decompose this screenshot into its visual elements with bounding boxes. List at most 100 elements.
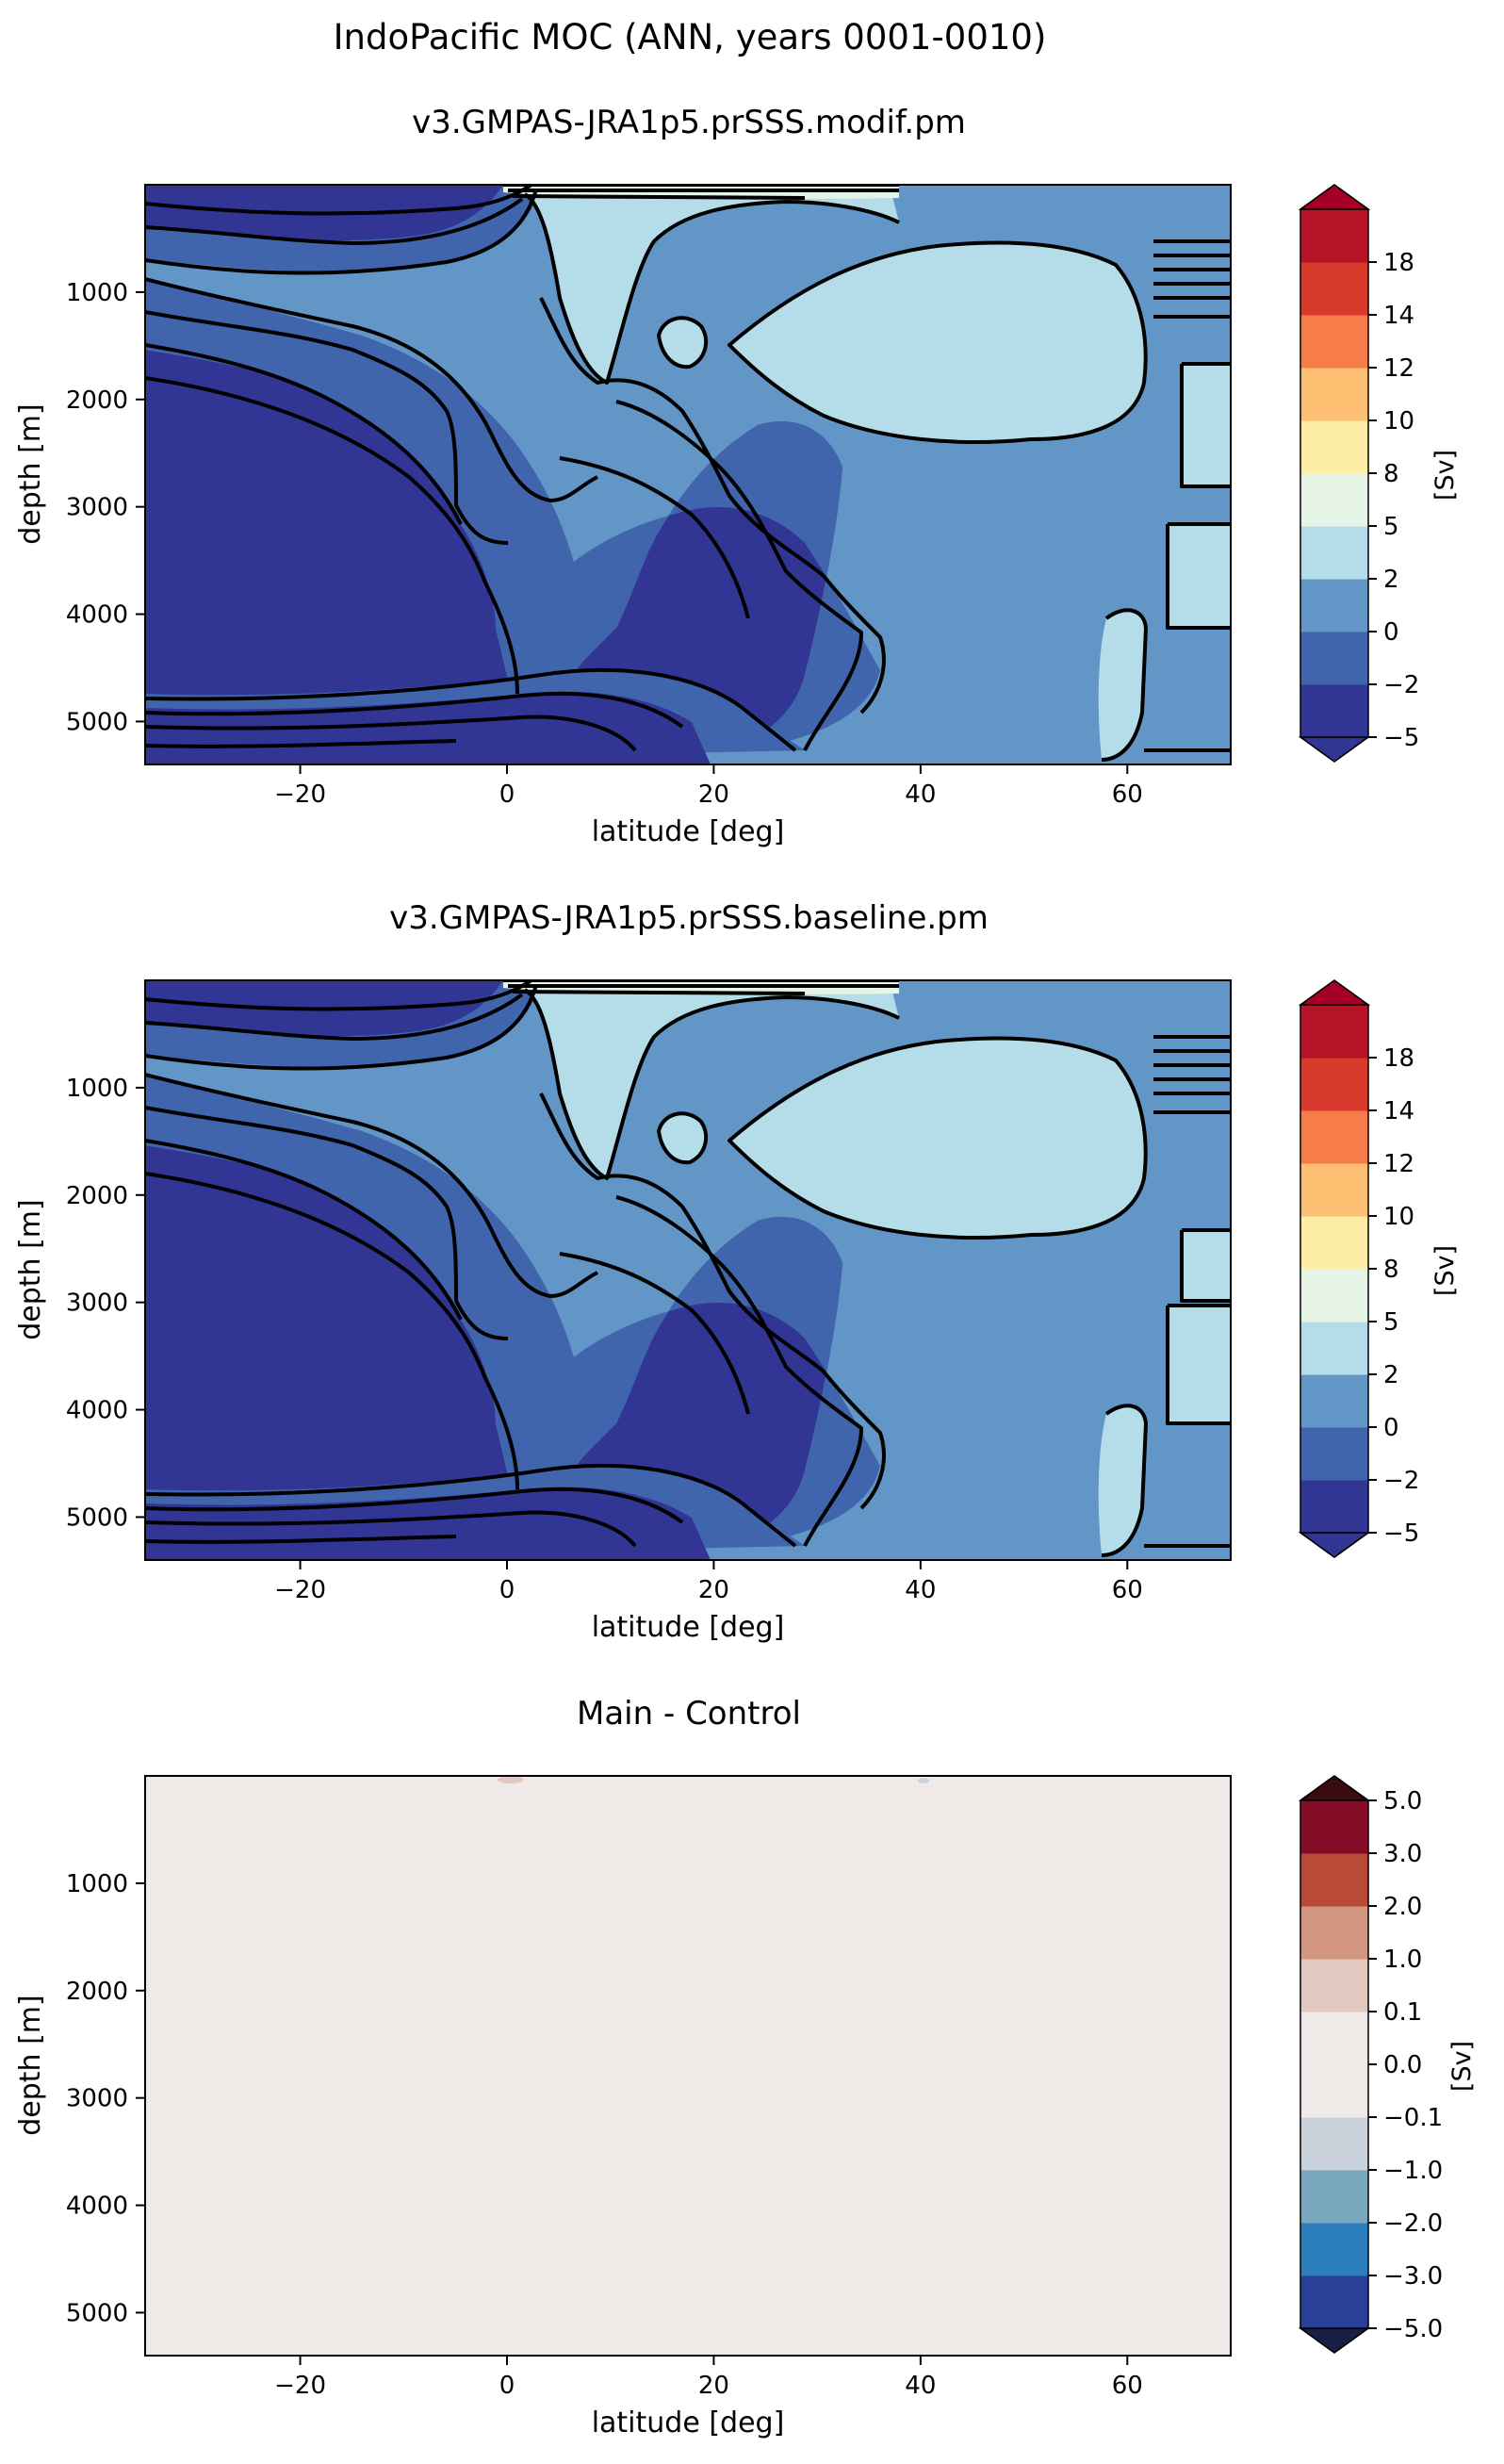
colorbar-segment xyxy=(1300,526,1368,580)
colorbar-segment xyxy=(1300,2117,1368,2171)
axes-frame xyxy=(144,979,1232,1561)
colorbar-segment xyxy=(1300,2064,1368,2118)
colorbar-segment xyxy=(1300,2170,1368,2224)
contour-line-east-3 xyxy=(539,297,886,715)
contour-fill-minus2-band xyxy=(145,279,880,750)
contour-line-east-2 xyxy=(615,400,863,751)
contour-line-light-lobe xyxy=(727,240,1148,444)
x-tick-label: 0 xyxy=(499,1576,515,1604)
colorbar-tick-label: −2.0 xyxy=(1383,2209,1443,2238)
colorbar-segment xyxy=(1300,1853,1368,1907)
colorbar-segment xyxy=(1300,473,1368,527)
contour-line-east-box-mid xyxy=(1166,522,1231,630)
contour-line-shallow-1 xyxy=(145,185,533,216)
contour-fill-0to2-shallow xyxy=(525,185,899,383)
colorbar-tick-label: 14 xyxy=(1383,1097,1414,1125)
contour-line-east-stripes xyxy=(1153,239,1231,319)
contour-line-bottom-3 xyxy=(145,715,637,752)
x-tick-label: 60 xyxy=(1112,2372,1143,2400)
colorbar-tick-label: −3.0 xyxy=(1383,2262,1443,2291)
colorbar-tick-label: 12 xyxy=(1383,1150,1414,1178)
y-tick-label: 3000 xyxy=(66,2085,128,2113)
colorbar-outline xyxy=(1300,979,1369,1558)
colorbar-outline xyxy=(1300,1775,1369,2354)
contour-line-west-1 xyxy=(145,277,598,502)
contour-fill-minus5-deep xyxy=(145,350,842,741)
y-axis: 1000 2000 3000 4000 5000 xyxy=(66,1075,145,1532)
x-tick-label: −20 xyxy=(274,2372,326,2400)
x-tick-label: 20 xyxy=(698,1576,729,1604)
y-tick-label: 2000 xyxy=(66,1978,128,2006)
contour-line-west-4 xyxy=(145,1172,519,1490)
colorbar-label: [Sv] xyxy=(1430,1245,1460,1296)
y-tick-label: 5000 xyxy=(66,2299,128,2327)
contour-line-west-3 xyxy=(145,343,463,525)
colorbar-segment xyxy=(1300,684,1368,738)
colorbar-tick-label: 3.0 xyxy=(1383,1840,1422,1868)
colorbar-segment xyxy=(1300,2012,1368,2065)
contour-line-east-1 xyxy=(559,456,750,619)
colorbar-tick-label: 8 xyxy=(1383,1256,1399,1284)
contour-line-west-1 xyxy=(145,1073,598,1298)
colorbar-tick-label: 2 xyxy=(1383,1361,1399,1389)
colorbar-extend-high xyxy=(1298,1775,1371,1801)
contour-fill-small-negative xyxy=(918,1778,929,1783)
contour-fill-0to2-island xyxy=(659,318,707,368)
plot-area: −20 0 20 40 60 1000 2000 3000 4000 5000 latitude… xyxy=(14,184,1232,848)
contour-line-east-1 xyxy=(559,1252,750,1415)
colorbar-segment xyxy=(1300,2223,1368,2276)
colorbar-tick-label: 0 xyxy=(1383,1414,1399,1442)
x-axis: −20 0 20 40 60 xyxy=(274,2356,1143,2400)
contour-line-east-box-mid xyxy=(1166,1304,1231,1425)
y-axis: 1000 2000 3000 4000 5000 xyxy=(66,1870,145,2327)
contour-line-shallow-2 xyxy=(145,197,524,245)
x-tick-label: 60 xyxy=(1112,1576,1143,1604)
colorbar-extend-high xyxy=(1298,979,1371,1006)
colorbar-tick-label: 2.0 xyxy=(1383,1893,1422,1921)
panel-title: Main - Control xyxy=(577,1695,801,1733)
contour-line-bottom-4 xyxy=(145,1535,457,1544)
contour-fill-0to2-east-deep xyxy=(1098,610,1146,760)
contour-line-east-box-upper xyxy=(1180,1228,1231,1303)
colorbar-segment xyxy=(1300,368,1368,421)
contour-line-east-stripes xyxy=(1153,1035,1231,1114)
colorbar-tick-label: −5 xyxy=(1383,724,1419,752)
x-axis-label: latitude [deg] xyxy=(592,2407,785,2439)
contour-line-west-2 xyxy=(145,310,509,545)
x-tick-label: 40 xyxy=(905,1576,936,1604)
colorbar-tick-label: 8 xyxy=(1383,460,1399,488)
colorbar-segment xyxy=(1300,1906,1368,1960)
contour-fill-0to2-mid xyxy=(729,242,1146,442)
colorbar-tick-label: 18 xyxy=(1383,1044,1414,1073)
colorbar-segment xyxy=(1300,1959,1368,2012)
colorbar-segment xyxy=(1300,1322,1368,1375)
colorbar-segment xyxy=(1300,315,1368,369)
x-tick-label: 40 xyxy=(905,2372,936,2400)
y-tick-label: 5000 xyxy=(66,1503,128,1532)
colorbar-segment xyxy=(1300,2275,1368,2329)
colorbar-extend-high xyxy=(1298,184,1371,210)
y-axis-label: depth [m] xyxy=(14,403,47,545)
contour-line-shallow-east xyxy=(523,988,900,1180)
colorbar-tick-label: −5.0 xyxy=(1383,2315,1443,2343)
axes-frame xyxy=(144,1775,1232,2357)
panel-title: v3.GMPAS-JRA1p5.prSSS.baseline.pm xyxy=(389,899,989,937)
contour-line-west-4 xyxy=(145,376,519,695)
contour-line-west-2 xyxy=(145,1106,509,1340)
colorbar-label: [Sv] xyxy=(1430,450,1460,501)
colorbar-tick-label: −1.0 xyxy=(1383,2157,1443,2185)
x-axis-label: latitude [deg] xyxy=(592,1611,785,1644)
colorbar-tick-label: 1.0 xyxy=(1383,1946,1422,1974)
panel-difference: Main - Control −20 0 20 40 60 1000 2000 3000 40… xyxy=(14,1695,1477,2439)
contour-line-shallow-east xyxy=(523,192,900,385)
colorbar-segment xyxy=(1300,1480,1368,1534)
colorbar-tick-label: 0 xyxy=(1383,618,1399,647)
y-axis-label: depth [m] xyxy=(14,1199,47,1340)
contour-line-west-3 xyxy=(145,1139,463,1321)
colorbar-tick-label: −2 xyxy=(1383,671,1419,699)
x-axis: −20 0 20 40 60 xyxy=(274,1560,1143,1604)
contour-fill-0to2-island xyxy=(659,1113,707,1163)
colorbar-outline xyxy=(1300,184,1369,763)
x-tick-label: −20 xyxy=(274,780,326,809)
colorbar: −5.0 −3.0 −2.0 −1.0 −0.1 0.0 0.1 1.0 2.0 3.0 5.0 xyxy=(1298,1775,1443,2354)
